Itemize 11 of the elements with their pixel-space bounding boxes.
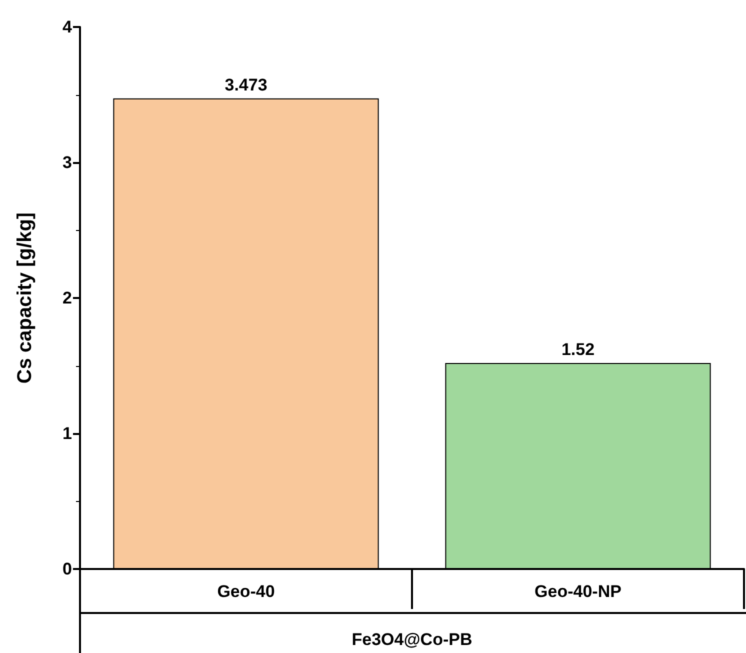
x-axis-title: Fe3O4@Co-PB <box>352 630 472 649</box>
y-tick-label: 2 <box>62 288 72 308</box>
x-tick-label: Geo-40-NP <box>534 582 622 601</box>
y-tick-label: 0 <box>62 560 72 578</box>
y-tick-label: 1 <box>62 424 72 443</box>
data-label: 1.52 <box>561 340 595 360</box>
y-tick-label: 4 <box>62 18 73 36</box>
y-tick-label: 3 <box>62 153 72 172</box>
x-tick-label: Geo-40 <box>217 582 275 601</box>
data-label: 3.473 <box>224 75 268 94</box>
y-axis-title: Cs capacity [g/kg] <box>14 212 36 384</box>
